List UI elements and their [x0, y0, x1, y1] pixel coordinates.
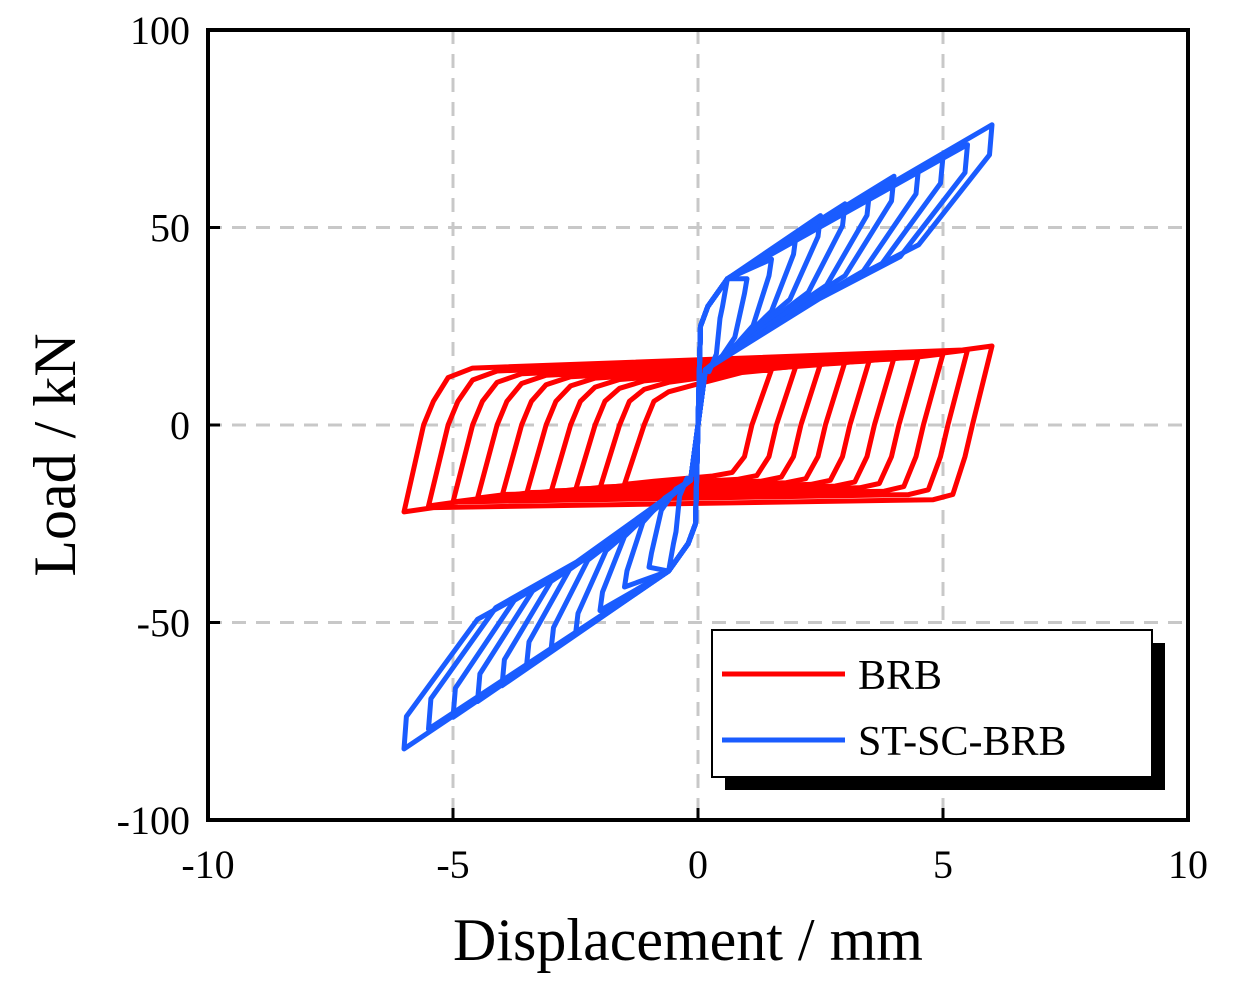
- x-tick-labels: -10 -5 0 5 10: [181, 842, 1208, 887]
- y-tick-labels: -100 -50 0 50 100: [117, 8, 190, 843]
- x-tick-label: 5: [933, 842, 953, 887]
- y-axis-title: Load / kN: [22, 333, 88, 576]
- brb-hysteresis-loop: [401, 343, 995, 515]
- y-tick-label: 0: [170, 403, 190, 448]
- x-tick-label: 10: [1168, 842, 1208, 887]
- legend-box: [711, 629, 1153, 778]
- y-tick-label: 50: [150, 206, 190, 251]
- axis-ticks: [206, 28, 1190, 822]
- legend-label-st-sc-brb: ST-SC-BRB: [858, 719, 1067, 765]
- y-tick-label: 100: [130, 8, 190, 53]
- y-tick-label: -100: [117, 798, 190, 843]
- st-sc-brb-hysteresis-loop: [401, 122, 995, 752]
- x-tick-label: -5: [436, 842, 469, 887]
- x-axis-title: Displacement / mm: [453, 907, 923, 973]
- legend: BRB ST-SC-BRB: [711, 629, 1165, 790]
- legend-label-brb: BRB: [858, 653, 942, 699]
- curves: [401, 122, 995, 752]
- x-tick-label: -10: [181, 842, 234, 887]
- x-tick-label: 0: [688, 842, 708, 887]
- y-tick-label: -50: [137, 601, 190, 646]
